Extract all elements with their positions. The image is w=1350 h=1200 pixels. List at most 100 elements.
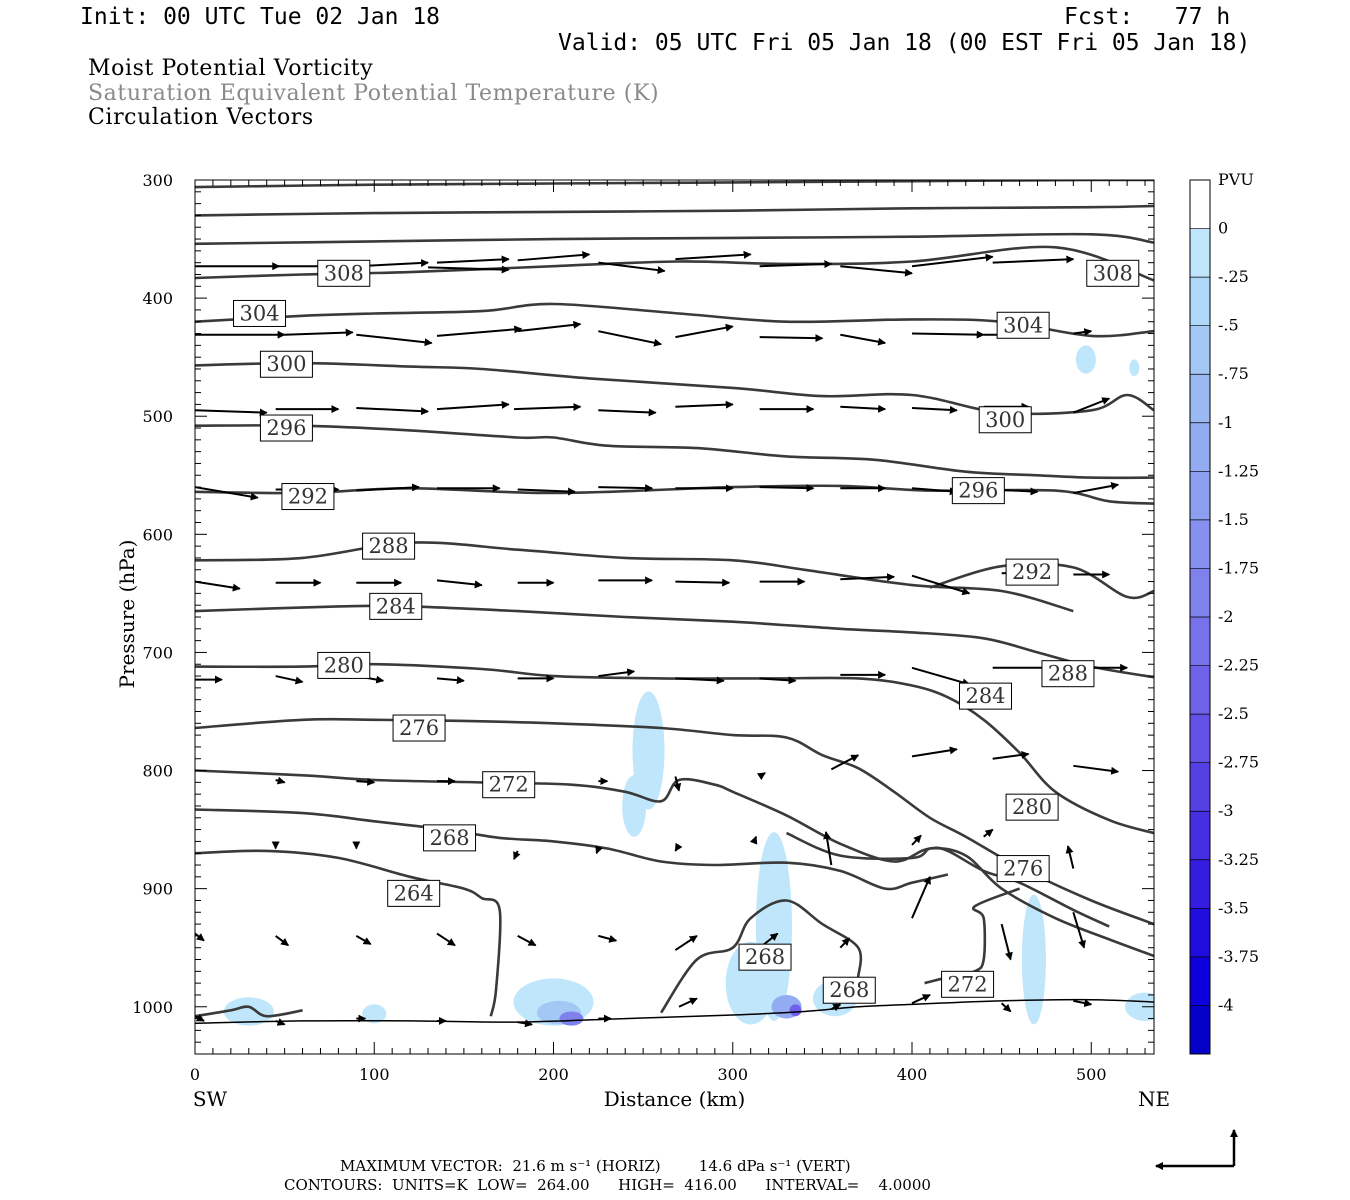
contour-label-box bbox=[996, 855, 1050, 883]
pv-shaded-area bbox=[1021, 894, 1046, 1025]
contour-label: 280 bbox=[1012, 795, 1052, 819]
circulation-vector bbox=[436, 676, 465, 685]
contour-label-box bbox=[1005, 793, 1059, 821]
theta-es-contour bbox=[660, 899, 863, 1014]
circulation-vector bbox=[840, 573, 896, 582]
pv-shaded-area bbox=[789, 1004, 802, 1017]
axes: 300 400 500 600 700 800 900 1000 0 100 200 300 400 50… bbox=[115, 171, 1170, 1111]
sw-label: SW bbox=[193, 1087, 228, 1111]
theta-es-contour bbox=[195, 1005, 303, 1018]
contour-label-box bbox=[259, 414, 313, 442]
colorbar-tick-label: -4 bbox=[1218, 995, 1234, 1014]
contour-label-box bbox=[1086, 259, 1140, 287]
circulation-vector bbox=[517, 320, 582, 333]
pv-shaded-area bbox=[1129, 359, 1140, 377]
colorbar-swatch bbox=[1190, 374, 1210, 424]
circulation-vector bbox=[675, 676, 725, 685]
circulation-vector bbox=[275, 776, 286, 785]
pv-shaded-area bbox=[1075, 345, 1096, 374]
contour-label-box bbox=[941, 970, 995, 998]
circulation-vector bbox=[436, 579, 483, 589]
contour-label: 272 bbox=[489, 773, 529, 797]
contour-label-box bbox=[822, 976, 876, 1004]
circulation-vector bbox=[514, 403, 582, 412]
colorbar-tick-label: -.75 bbox=[1218, 364, 1249, 383]
circulation-vector bbox=[678, 997, 698, 1008]
contour-label-box bbox=[482, 771, 536, 799]
pv-shaded-area bbox=[559, 1011, 584, 1026]
colorbar-swatch bbox=[1190, 277, 1210, 327]
circulation-vector bbox=[356, 406, 430, 416]
colorbar-tick-label: -1.25 bbox=[1218, 461, 1259, 480]
colorbar-swatch bbox=[1190, 956, 1210, 1006]
circulation-vector bbox=[840, 265, 914, 277]
circulation-vector bbox=[840, 333, 887, 346]
theta-es-contour bbox=[195, 361, 1154, 416]
circulation-vector bbox=[595, 845, 603, 855]
contour-label: 304 bbox=[1003, 313, 1043, 337]
circulation-vector bbox=[983, 828, 994, 838]
circulation-vector bbox=[517, 1019, 533, 1028]
circulation-vector bbox=[1000, 1002, 1012, 1013]
y-tick-label: 700 bbox=[142, 643, 173, 662]
max-vector-note: MAXIMUM VECTOR: 21.6 m s⁻¹ (HORIZ) 14.6 … bbox=[340, 1157, 851, 1175]
circulation-vector bbox=[675, 250, 752, 261]
forecast-hour-label: Fcst: 77 h bbox=[1064, 4, 1231, 30]
contour-label-box bbox=[1041, 660, 1095, 688]
contour-label-box bbox=[362, 532, 416, 560]
circulation-vector bbox=[992, 750, 1030, 760]
colorbar-swatch bbox=[1190, 568, 1210, 618]
colorbar-swatch bbox=[1190, 665, 1210, 715]
colorbar-tick-label: -3.5 bbox=[1218, 898, 1249, 917]
x-tick-label: 500 bbox=[1076, 1065, 1107, 1084]
contour-label-box bbox=[317, 651, 371, 679]
colorbar-swatch bbox=[1190, 762, 1210, 812]
colorbar-swatch bbox=[1190, 908, 1210, 958]
circulation-vector bbox=[756, 772, 766, 781]
contour-label: 272 bbox=[948, 972, 988, 996]
theta-es-contour bbox=[929, 562, 1154, 600]
title-circulation-vectors: Circulation Vectors bbox=[88, 105, 314, 130]
colorbar-swatch bbox=[1190, 859, 1210, 909]
circulation-vector bbox=[513, 850, 521, 861]
pv-shaded-area bbox=[622, 775, 647, 837]
contour-label: 288 bbox=[1048, 662, 1088, 686]
circulation-vector bbox=[759, 484, 815, 493]
contour-label-box bbox=[369, 592, 423, 620]
y-tick-label: 900 bbox=[142, 880, 173, 899]
circulation-vector bbox=[675, 400, 734, 409]
colorbar-tick-label: -2.5 bbox=[1218, 704, 1249, 723]
colorbar-tick-label: -1.5 bbox=[1218, 510, 1249, 529]
colorbar-swatch bbox=[1190, 714, 1210, 764]
circulation-vector bbox=[840, 404, 887, 413]
circulation-vector bbox=[911, 746, 958, 758]
circulation-vector bbox=[356, 483, 421, 492]
circulation-vector bbox=[823, 830, 833, 866]
theta-es-contour bbox=[195, 484, 1154, 505]
circulation-vector bbox=[275, 935, 290, 947]
circulation-vector bbox=[1065, 845, 1075, 869]
circulation-vector bbox=[992, 255, 1075, 264]
colorbar-swatch bbox=[1190, 325, 1210, 375]
circulation-vector bbox=[911, 834, 922, 846]
colorbar-tick-label: -3.75 bbox=[1218, 947, 1259, 966]
contour-label-box bbox=[392, 714, 446, 742]
circulation-vector bbox=[749, 835, 758, 845]
circulation-vector bbox=[517, 935, 537, 947]
circulation-vector bbox=[675, 578, 731, 587]
title-theta-es: Saturation Equivalent Potential Temperat… bbox=[88, 81, 660, 106]
y-tick-label: 800 bbox=[142, 762, 173, 781]
plot-frame bbox=[194, 179, 1155, 1055]
circulation-vector bbox=[911, 574, 971, 596]
circulation-vector bbox=[911, 405, 958, 414]
contour-label-box bbox=[259, 350, 313, 378]
contour-label: 296 bbox=[958, 479, 998, 503]
pv-shaded-area bbox=[362, 1004, 387, 1024]
valid-time-label: Valid: 05 UTC Fri 05 Jan 18 (00 EST Fri … bbox=[558, 30, 1251, 56]
circulation-vector bbox=[195, 486, 259, 501]
circulation-vector bbox=[436, 255, 510, 264]
circulation-vector bbox=[839, 937, 850, 949]
colorbar-tick-label: -2.25 bbox=[1218, 656, 1259, 675]
theta-es-contour bbox=[785, 831, 1110, 928]
theta-es-contour bbox=[195, 424, 1154, 480]
